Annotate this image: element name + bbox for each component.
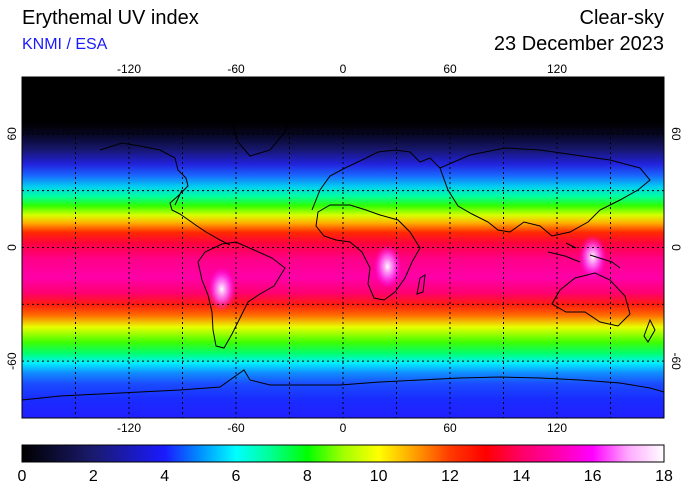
antarctica-coast [22, 369, 664, 401]
colorbar-tick-label: 4 [160, 468, 169, 485]
colorbar-tick-label: 16 [584, 468, 602, 485]
lat-tick-label-right: 0 [669, 244, 683, 251]
south-america-coast [197, 241, 286, 349]
colorbar-tick-label: 8 [303, 468, 312, 485]
colorbar-tick-label: 14 [512, 468, 530, 485]
uv-hotspot-new-guinea [578, 234, 607, 279]
lon-tick-label-bottom: 120 [547, 421, 567, 435]
lon-tick-label-top: 60 [443, 62, 457, 76]
lon-tick-label-bottom: 0 [340, 421, 347, 435]
uv-hotspot-southern-africa [373, 244, 402, 289]
lat-tick-label-left: -60 [5, 352, 19, 370]
europe-coast [311, 149, 441, 211]
australia-coast [551, 272, 631, 327]
africa-coast [315, 204, 421, 301]
colorbar-tick-label: 6 [232, 468, 241, 485]
colorbar [21, 444, 665, 463]
date-label: 23 December 2023 [493, 33, 664, 55]
indonesia-coast [547, 242, 621, 269]
lat-tick-label-right: -60 [669, 352, 683, 370]
colorbar-tick-label: 12 [441, 468, 459, 485]
sky-mode-label: Clear-sky [579, 7, 664, 29]
map-title: Erythemal UV index [22, 7, 199, 29]
credit-label: KNMI / ESA [22, 36, 108, 53]
colorbar-tick-label: 18 [655, 468, 673, 485]
greenland-coast [229, 111, 291, 157]
coastlines [22, 111, 664, 401]
map-frame [21, 76, 665, 419]
asia-coast [439, 147, 651, 237]
colorbar-tick-label: 2 [89, 468, 98, 485]
lon-tick-label-bottom: -120 [117, 421, 141, 435]
lon-tick-label-bottom: 60 [443, 421, 457, 435]
graticule [22, 77, 664, 418]
lat-tick-label-right: 60 [669, 127, 683, 141]
lat-tick-label-left: 60 [5, 127, 19, 141]
north-america-coast [99, 142, 231, 246]
colorbar-tick-label: 0 [18, 468, 27, 485]
lon-tick-label-top: -60 [227, 62, 245, 76]
colorbar-tick-label: 10 [370, 468, 388, 485]
lon-tick-label-top: 0 [340, 62, 347, 76]
lon-tick-label-top: 120 [547, 62, 567, 76]
uv-hotspot-andes [207, 267, 236, 312]
madagascar-coast [416, 274, 426, 295]
lon-tick-label-top: -120 [117, 62, 141, 76]
lon-tick-label-bottom: -60 [227, 421, 245, 435]
lat-tick-label-left: 0 [5, 244, 19, 251]
new-zealand-coast [643, 318, 656, 343]
